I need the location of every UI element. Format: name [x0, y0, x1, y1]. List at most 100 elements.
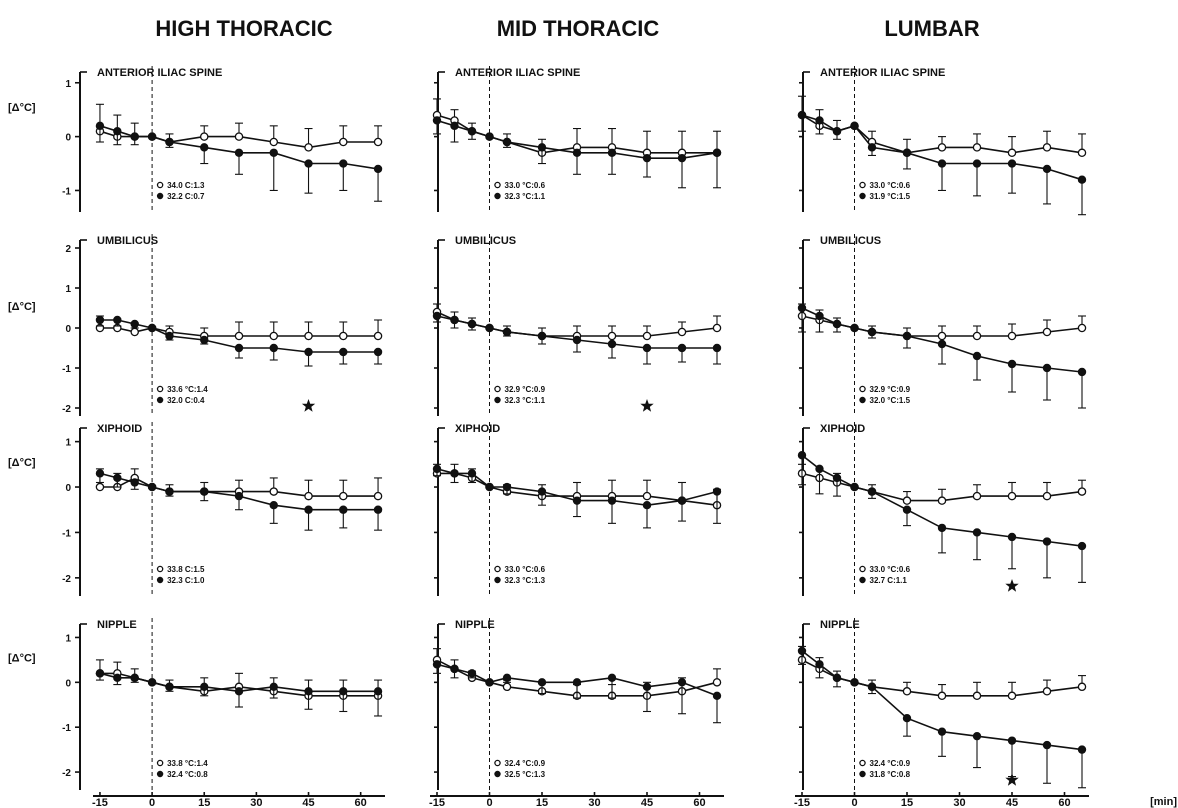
- data-point: [832, 127, 842, 136]
- legend-entry: 32.0 C:0.4: [167, 396, 205, 405]
- data-point: [234, 331, 244, 341]
- data-point: [1077, 175, 1087, 184]
- series-open: [432, 98, 722, 158]
- data-point: [130, 478, 139, 487]
- data-point: [537, 487, 547, 496]
- significance-star: [1005, 773, 1019, 786]
- data-point: [1042, 491, 1052, 501]
- x-tick-label: 60: [1058, 797, 1070, 808]
- legend-entry: 32.3 °C:1.3: [505, 576, 546, 585]
- data-point: [572, 335, 582, 345]
- data-point: [937, 523, 947, 533]
- data-point: [972, 159, 982, 168]
- data-point: [339, 331, 348, 341]
- data-point: [712, 148, 722, 157]
- data-point: [130, 673, 139, 683]
- data-point: [850, 482, 859, 492]
- legend-marker: [156, 565, 164, 573]
- y-tick-label: -1: [62, 723, 71, 734]
- series-filled: [797, 110, 1087, 216]
- data-point: [95, 315, 105, 325]
- data-point: [502, 482, 512, 492]
- y-axis-label: [Δ°C]: [8, 102, 36, 114]
- data-point: [537, 143, 547, 152]
- panel-mid-thoracic-xiphoid: XIPHOID 33.0 °C:0.6 32.3 °C:1.3: [432, 422, 722, 596]
- data-point: [797, 110, 807, 120]
- legend-entry: 32.2 C:0.7: [167, 192, 205, 201]
- panel-title: ANTERIOR ILIAC SPINE: [455, 67, 580, 79]
- data-point: [1007, 532, 1017, 542]
- y-tick-label: -1: [62, 186, 71, 197]
- data-point: [972, 731, 982, 741]
- x-tick-label: 45: [1006, 797, 1018, 808]
- data-point: [937, 496, 947, 505]
- x-tick-label: -15: [429, 797, 445, 808]
- data-point: [712, 487, 722, 496]
- data-point: [234, 343, 244, 353]
- data-point: [1007, 159, 1017, 168]
- data-point: [607, 339, 617, 349]
- data-point: [485, 323, 494, 333]
- y-tick-label: 2: [65, 244, 71, 255]
- legend-entry: 32.3 °C:1.1: [505, 192, 546, 201]
- panel-mid-thoracic-umbilicus: UMBILICUS 32.9 °C:0.9 32.3 °C:1.1: [432, 234, 722, 416]
- data-point: [937, 331, 947, 341]
- panel-title: ANTERIOR ILIAC SPINE: [820, 67, 945, 79]
- panel-lumbar-nipple: NIPPLE 32.4 °C:0.9 31.8 °C:0.8 -15 0 15 30 45 60: [794, 618, 1089, 808]
- data-point: [339, 505, 348, 514]
- data-point: [677, 343, 687, 353]
- data-point: [642, 500, 652, 510]
- data-point: [304, 491, 313, 501]
- x-unit-label: [min]: [1150, 796, 1177, 808]
- data-point: [572, 678, 582, 687]
- data-point: [450, 121, 459, 131]
- data-point: [467, 319, 477, 329]
- panel-high-thoracic-anterior-iliac-spine: 1 0 -1 [Δ°C] ANTERIOR ILIAC SPINE 34.0 C:1.3 3…: [8, 66, 383, 212]
- series-open: [95, 103, 383, 152]
- data-point: [95, 669, 105, 678]
- data-point: [850, 323, 859, 333]
- data-point: [234, 132, 244, 141]
- data-point: [815, 660, 824, 669]
- series-filled: [95, 315, 383, 367]
- data-point: [1007, 331, 1017, 341]
- data-point: [432, 660, 442, 669]
- x-tick-label: 30: [588, 797, 600, 808]
- panel-high-thoracic-umbilicus: 2 1 0 -1 -2 [Δ°C] UMBILICUS 33.6 °C:1.4 32.0 C:0…: [8, 234, 383, 416]
- data-point: [432, 464, 442, 474]
- data-point: [113, 315, 122, 325]
- data-point: [485, 678, 494, 687]
- data-point: [642, 153, 652, 163]
- data-point: [450, 469, 459, 478]
- data-point: [642, 343, 652, 353]
- data-point: [304, 687, 313, 696]
- panel-title: UMBILICUS: [97, 235, 158, 247]
- data-point: [867, 143, 877, 152]
- data-point: [200, 682, 209, 692]
- legend-entry: 31.9 °C:1.5: [870, 192, 911, 201]
- legend-entry: 33.0 °C:0.6: [505, 565, 546, 574]
- legend-marker: [156, 770, 164, 778]
- series-filled: [797, 303, 1087, 409]
- data-point: [1077, 745, 1087, 754]
- data-point: [165, 487, 174, 496]
- data-point: [832, 473, 842, 483]
- legend-entry: 32.4 °C:0.8: [167, 770, 208, 779]
- data-point: [712, 323, 722, 333]
- legend-marker: [859, 770, 866, 778]
- data-point: [200, 487, 209, 496]
- panel-mid-thoracic-nipple: NIPPLE 32.4 °C:0.9 32.5 °C:1.3 -15 0 15 30 45 60: [429, 618, 724, 808]
- series-open: [432, 303, 722, 341]
- series-open: [797, 303, 1087, 341]
- panel-title: XIPHOID: [455, 423, 500, 435]
- data-point: [95, 469, 105, 478]
- column-title-high-thoracic: HIGH THORACIC: [155, 16, 332, 41]
- data-point: [95, 482, 105, 492]
- series-open: [95, 315, 383, 341]
- data-point: [607, 496, 617, 505]
- data-point: [147, 482, 157, 492]
- panel-title: ANTERIOR ILIAC SPINE: [97, 67, 222, 79]
- data-point: [147, 678, 157, 687]
- x-tick-label: 15: [198, 797, 210, 808]
